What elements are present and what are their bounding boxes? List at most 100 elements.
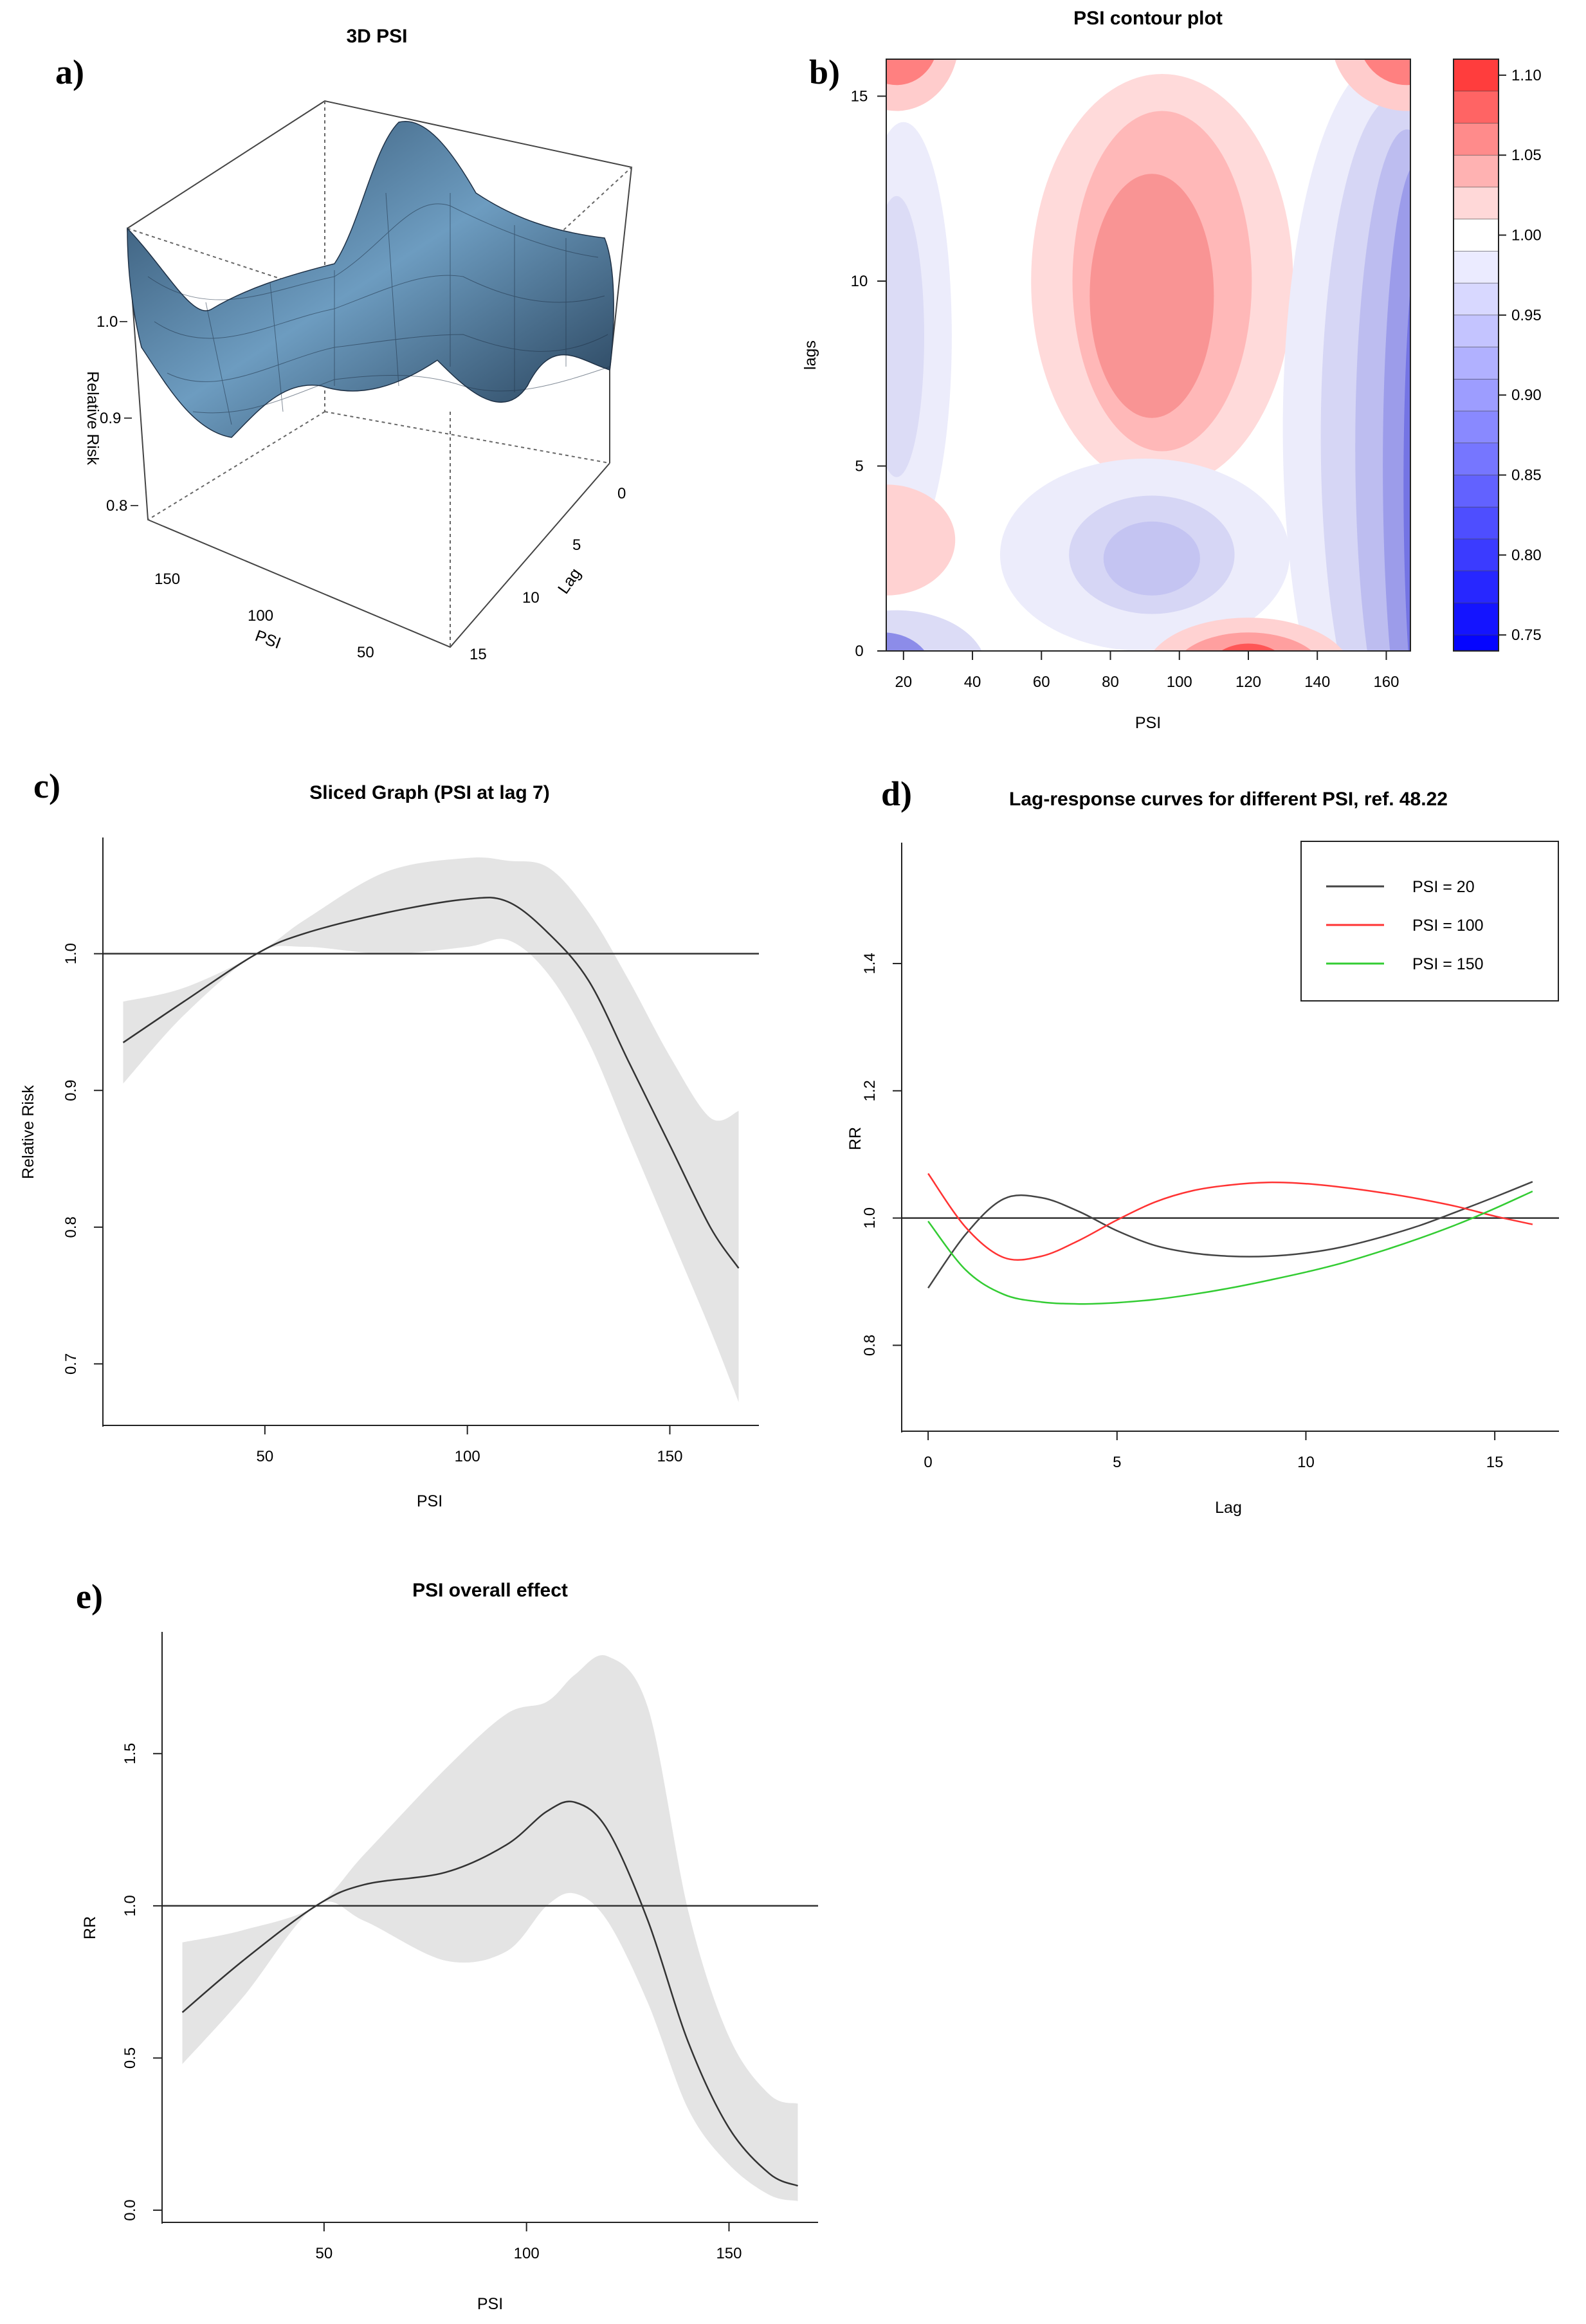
series-line-2 <box>927 1190 1533 1305</box>
panel-e-letter: e) <box>76 1577 103 1616</box>
colorbar-band <box>1453 91 1499 124</box>
panel-a-zlabel: Relative Risk <box>84 371 102 465</box>
colorbar-band <box>1453 378 1499 412</box>
colorbar-band <box>1453 443 1499 476</box>
y-tick: 10 <box>522 589 540 607</box>
x-tick-label: 0 <box>924 1454 932 1471</box>
panel-a-y-ticks: 0 5 10 15 <box>469 485 626 663</box>
panel-a-xlabel: PSI <box>253 627 283 652</box>
colorbar-tick-label: 0.85 <box>1511 466 1542 484</box>
legend-box <box>1300 841 1559 1002</box>
panel-d: d) Lag-response curves for different PSI… <box>846 774 1559 1517</box>
y-tick-label: 1.4 <box>861 953 879 974</box>
y-tick-label: 15 <box>851 88 868 105</box>
legend-label: PSI = 20 <box>1412 878 1475 896</box>
panel-d-ylabel: RR <box>846 1127 864 1150</box>
y-tick-label: 10 <box>851 273 868 290</box>
x-tick-label: 10 <box>1297 1454 1315 1471</box>
x-tick-label: 100 <box>514 2245 540 2262</box>
x-tick: 150 <box>154 571 180 588</box>
panel-e-plot: 50 100 150 0.0 0.5 1.0 1.5 <box>122 1632 818 2262</box>
contour-region <box>1417 244 1452 762</box>
y-tick-label: 0.9 <box>62 1080 80 1101</box>
z-tick: 0.8 <box>106 497 127 515</box>
colorbar-band <box>1453 603 1499 636</box>
panel-a-letter: a) <box>55 53 84 91</box>
panel-b: b) PSI contour plot 20 40 60 80 100 120 140 160… <box>801 8 1542 762</box>
series-line-1 <box>927 1173 1533 1261</box>
colorbar-tick-label: 0.80 <box>1511 547 1542 564</box>
y-tick-label: 1.5 <box>122 1743 139 1764</box>
colorbar-band <box>1453 347 1499 380</box>
contour-region <box>886 59 934 86</box>
colorbar-band <box>1453 315 1499 348</box>
x-tick: 50 <box>357 644 374 661</box>
panel-b-letter: b) <box>809 53 840 91</box>
panel-a-title: 3D PSI <box>346 26 407 47</box>
panel-b-title: PSI contour plot <box>1073 8 1223 29</box>
colorbar-band <box>1453 187 1499 220</box>
x-tick-label: 60 <box>1033 673 1050 691</box>
panel-c-ylabel: Relative Risk <box>19 1085 37 1179</box>
panel-b-ylabel: lags <box>801 340 819 370</box>
contour-region <box>1103 521 1200 596</box>
z-tick: 1.0 <box>96 313 118 331</box>
colorbar-tick-label: 1.00 <box>1511 227 1542 244</box>
colorbar-band <box>1453 634 1499 652</box>
panel-e: e) PSI overall effect 50 100 150 0.0 0.5 1.0 1… <box>76 1577 818 2313</box>
x-tick-label: 50 <box>316 2245 333 2262</box>
panel-d-plot: 0 5 10 15 0.8 1.0 1.2 1.4 <box>861 843 1559 1471</box>
x-tick-label: 50 <box>257 1448 274 1465</box>
panel-b-xlabel: PSI <box>1135 714 1161 732</box>
colorbar-band <box>1453 506 1499 540</box>
x-tick-label: 150 <box>657 1448 682 1465</box>
panel-e-ylabel: RR <box>81 1916 99 1939</box>
colorbar-band <box>1453 59 1499 92</box>
contour-region <box>1089 174 1214 418</box>
y-tick-label: 0.0 <box>122 2199 139 2220</box>
y-tick: 0 <box>617 485 626 502</box>
y-tick-label: 1.0 <box>861 1207 879 1229</box>
panel-e-xlabel: PSI <box>477 2295 503 2313</box>
colorbar-tick-label: 0.75 <box>1511 627 1542 644</box>
y-tick-label: 1.0 <box>122 1895 139 1916</box>
panel-c-xlabel: PSI <box>417 1492 442 1510</box>
series-line-0 <box>181 1800 798 2187</box>
contour-regions <box>886 59 1452 762</box>
contour-region <box>1221 643 1276 651</box>
confidence-band <box>123 857 739 1402</box>
series-line-0 <box>122 897 740 1269</box>
panel-a: a) 3D PSI Relative Risk <box>55 26 633 663</box>
panel-c-letter: c) <box>33 767 60 805</box>
panel-c-title: Sliced Graph (PSI at lag 7) <box>309 782 549 803</box>
risk-surface <box>127 121 614 438</box>
plot-area <box>902 1173 1559 1305</box>
legend-label: PSI = 150 <box>1412 955 1484 973</box>
colorbar-band <box>1453 123 1499 156</box>
x-tick-label: 15 <box>1486 1454 1504 1471</box>
colorbar-band <box>1453 571 1499 604</box>
y-tick-label: 1.2 <box>861 1080 879 1101</box>
y-tick-label: 0 <box>855 643 863 660</box>
colorbar-band <box>1453 475 1499 508</box>
panel-d-xlabel: Lag <box>1215 1499 1242 1517</box>
x-tick-label: 140 <box>1304 673 1330 691</box>
colorbar-tick-label: 0.95 <box>1511 307 1542 324</box>
x-tick-label: 160 <box>1373 673 1399 691</box>
contour-region <box>886 484 956 596</box>
z-tick: 0.9 <box>100 410 121 427</box>
colorbar-band <box>1453 154 1499 188</box>
legend-label: PSI = 100 <box>1412 917 1484 935</box>
panel-d-letter: d) <box>881 774 912 813</box>
colorbar-band <box>1453 251 1499 284</box>
plot-area <box>162 1655 818 2201</box>
panel-e-title: PSI overall effect <box>412 1580 568 1601</box>
x-tick-label: 100 <box>455 1448 480 1465</box>
surface-mesh <box>147 192 610 425</box>
plot-area <box>103 857 759 1402</box>
panel-c: c) Sliced Graph (PSI at lag 7) 50 100 150 0… <box>19 767 759 1510</box>
y-tick-label: 1.0 <box>62 943 80 964</box>
contour-region <box>1364 59 1410 86</box>
x-tick-label: 150 <box>716 2245 742 2262</box>
